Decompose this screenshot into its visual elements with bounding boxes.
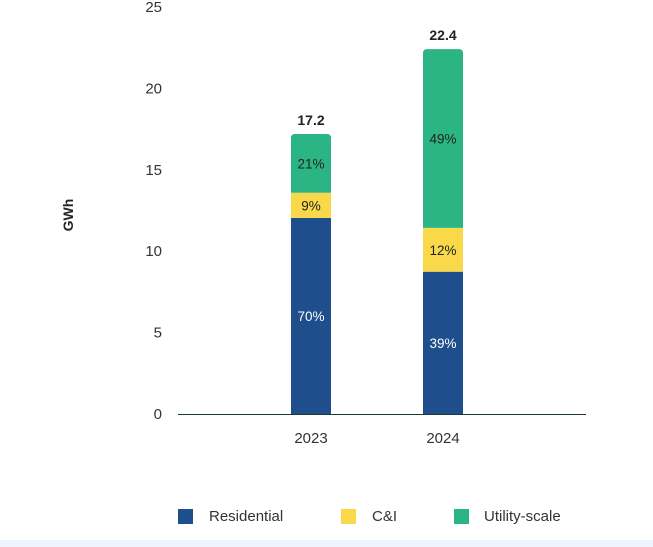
legend-swatch-ci	[341, 509, 356, 524]
legend-label: Residential	[209, 508, 284, 525]
segment-percent-label: 70%	[297, 309, 324, 324]
x-tick-label: 2024	[426, 430, 459, 447]
segment-percent-label: 39%	[429, 336, 456, 351]
bar-total-label: 17.2	[297, 112, 324, 128]
bar-segment-c-i	[291, 192, 331, 218]
bar-segment-utility-scale	[423, 49, 463, 228]
segment-percent-label: 49%	[429, 132, 456, 147]
segment-percent-label: 9%	[301, 198, 321, 213]
x-tick-label: 2023	[294, 430, 327, 447]
legend-label: Utility-scale	[484, 508, 561, 525]
legend-item-residential: Residential	[178, 508, 283, 525]
bar-segment-residential	[423, 271, 463, 414]
y-tick-label: 20	[145, 80, 162, 97]
legend: Residential C&I Utility-scale	[0, 508, 653, 528]
legend-swatch-residential	[178, 509, 193, 524]
y-tick-label: 0	[154, 406, 162, 423]
segment-percent-label: 21%	[297, 156, 324, 171]
bar-segment-utility-scale	[291, 133, 331, 193]
segment-percent-label: 12%	[429, 243, 456, 258]
bar-segment-residential	[291, 217, 331, 414]
y-tick-label: 5	[154, 325, 162, 342]
bar-segment-c-i	[423, 227, 463, 272]
legend-label: C&I	[372, 508, 398, 525]
legend-swatch-utility-scale	[454, 509, 469, 524]
y-axis-label: GWh	[60, 199, 76, 232]
y-tick-label: 25	[145, 0, 162, 16]
y-tick-label: 10	[145, 243, 162, 260]
y-tick-label: 15	[145, 162, 162, 179]
bar-total-label: 22.4	[429, 27, 456, 43]
legend-item-ci: C&I	[341, 508, 397, 525]
bottom-band	[0, 540, 653, 547]
legend-item-utility-scale: Utility-scale	[454, 508, 561, 525]
